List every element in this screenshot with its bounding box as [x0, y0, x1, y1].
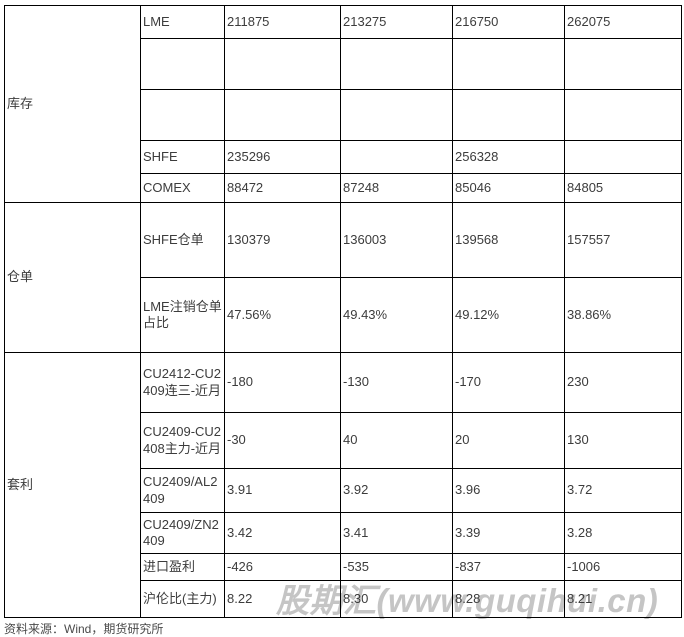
value-cell: 49.12%: [452, 277, 565, 353]
value-cell: 3.91: [224, 468, 341, 513]
futures-data-table: 库存 LME 211875 213275 216750 262075 SHFE 235296 2…: [4, 5, 682, 618]
value-cell: 3.92: [340, 468, 453, 513]
value-cell: [564, 89, 682, 141]
value-cell: 139568: [452, 202, 565, 278]
row-label-cell: SHFE: [140, 140, 225, 174]
footer-source-note: 资料来源：Wind，期货研究所: [4, 622, 164, 636]
value-cell: 8.21: [564, 580, 682, 618]
table-row: [5, 89, 682, 141]
table-row: CU2409-CU2408主力-近月 -30 40 20 130: [5, 412, 682, 469]
value-cell: -1006: [564, 553, 682, 581]
value-cell: [452, 89, 565, 141]
value-cell: 3.96: [452, 468, 565, 513]
value-cell: 49.43%: [340, 277, 453, 353]
value-cell: [564, 38, 682, 90]
table-row: LME注销仓单占比 47.56% 49.43% 49.12% 38.86%: [5, 277, 682, 353]
value-cell: 3.42: [224, 512, 341, 554]
value-cell: 47.56%: [224, 277, 341, 353]
value-cell: -130: [340, 352, 453, 413]
value-cell: -30: [224, 412, 341, 469]
value-cell: 85046: [452, 173, 565, 203]
row-label-cell: CU2412-CU2409连三-近月: [140, 352, 225, 413]
value-cell: [340, 89, 453, 141]
row-label-cell: [140, 38, 225, 90]
value-cell: 213275: [340, 5, 453, 39]
table-row: SHFE 235296 256328: [5, 140, 682, 174]
row-label-cell: SHFE仓单: [140, 202, 225, 278]
value-cell: 235296: [224, 140, 341, 174]
value-cell: [340, 140, 453, 174]
value-cell: 8.22: [224, 580, 341, 618]
table-row: COMEX 88472 87248 85046 84805: [5, 173, 682, 203]
group-cell: 套利: [4, 352, 141, 618]
value-cell: -837: [452, 553, 565, 581]
value-cell: -180: [224, 352, 341, 413]
table-row: 仓单 SHFE仓单 130379 136003 139568 157557: [4, 202, 682, 353]
value-cell: 130: [564, 412, 682, 469]
value-cell: 40: [340, 412, 453, 469]
value-cell: 3.72: [564, 468, 682, 513]
value-cell: 88472: [224, 173, 341, 203]
row-label-cell: [140, 89, 225, 141]
table-row: 套利 CU2412-CU2409连三-近月 -180 -130 -170 230: [4, 352, 682, 618]
row-label-cell: 进口盈利: [140, 553, 225, 581]
value-cell: [564, 140, 682, 174]
value-cell: -170: [452, 352, 565, 413]
value-cell: [452, 38, 565, 90]
value-cell: -426: [224, 553, 341, 581]
table-row: CU2409/AL2409 3.91 3.92 3.96 3.72: [5, 468, 682, 513]
row-label-cell: 沪伦比(主力): [140, 580, 225, 618]
value-cell: 262075: [564, 5, 682, 39]
row-label-cell: CU2409/AL2409: [140, 468, 225, 513]
value-cell: 20: [452, 412, 565, 469]
value-cell: [224, 38, 341, 90]
value-cell: [340, 38, 453, 90]
value-cell: [224, 89, 341, 141]
value-cell: 136003: [340, 202, 453, 278]
row-label-cell: CU2409/ZN2409: [140, 512, 225, 554]
value-cell: 8.28: [452, 580, 565, 618]
value-cell: -535: [340, 553, 453, 581]
value-cell: 84805: [564, 173, 682, 203]
value-cell: 38.86%: [564, 277, 682, 353]
group-cell: 库存: [4, 5, 141, 203]
value-cell: 87248: [340, 173, 453, 203]
row-label-cell: CU2409-CU2408主力-近月: [140, 412, 225, 469]
value-cell: 216750: [452, 5, 565, 39]
group-cell: 仓单: [4, 202, 141, 353]
value-cell: 3.28: [564, 512, 682, 554]
value-cell: 3.41: [340, 512, 453, 554]
table-row: 进口盈利 -426 -535 -837 -1006: [5, 553, 682, 581]
value-cell: 130379: [224, 202, 341, 278]
value-cell: 3.39: [452, 512, 565, 554]
row-label-cell: LME: [140, 5, 225, 39]
value-cell: 256328: [452, 140, 565, 174]
table-row: 沪伦比(主力) 8.22 8.30 8.28 8.21: [5, 580, 682, 618]
value-cell: 8.30: [340, 580, 453, 618]
value-cell: 230: [564, 352, 682, 413]
table-row: 库存 LME 211875 213275 216750 262075: [4, 5, 682, 203]
value-cell: 157557: [564, 202, 682, 278]
value-cell: 211875: [224, 5, 341, 39]
row-label-cell: LME注销仓单占比: [140, 277, 225, 353]
row-label-cell: COMEX: [140, 173, 225, 203]
